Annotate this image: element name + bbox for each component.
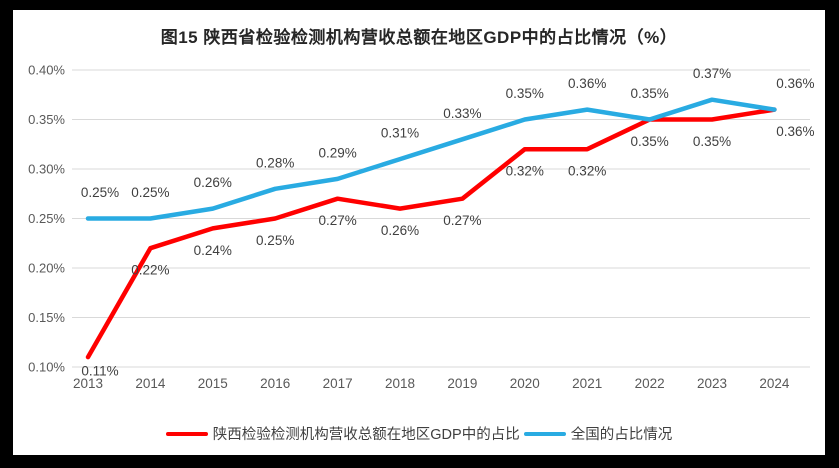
line-chart: 0.10% 0.15% 0.20% 0.25% 0.30% 0.35% 0.40% 2013 2…: [28, 63, 814, 392]
x-axis-tick-label: 2024: [759, 376, 790, 391]
data-label: 0.28%: [256, 155, 294, 170]
data-label: 0.11%: [81, 364, 118, 379]
data-label: 0.25%: [131, 185, 169, 200]
data-label: 0.25%: [256, 233, 294, 248]
y-axis-tick-label: 0.15%: [28, 310, 65, 325]
data-label: 0.26%: [194, 175, 232, 190]
legend-line-swatch-red: [165, 431, 208, 436]
x-axis-tick-label: 2013: [73, 376, 103, 391]
legend: 陕西检验检测机构营收总额在地区GDP中的占比 全国的占比情况: [13, 423, 825, 444]
y-axis-tick-label: 0.20%: [28, 261, 65, 276]
x-axis-tick-label: 2020: [510, 376, 540, 391]
x-axis-tick-label: 2014: [135, 376, 166, 391]
data-label: 0.35%: [693, 134, 731, 149]
data-label: 0.37%: [693, 66, 731, 81]
x-axis-tick-label: 2018: [385, 376, 415, 391]
data-label: 0.25%: [81, 185, 119, 200]
legend-label-shaanxi: 陕西检验检测机构营收总额在地区GDP中的占比: [212, 427, 520, 443]
legend-item-national: 全国的占比情况: [523, 423, 673, 444]
data-label: 0.22%: [131, 263, 169, 278]
chart-title: 图15 陕西省检验检测机构营收总额在地区GDP中的占比情况（%）: [160, 28, 678, 47]
data-label: 0.27%: [443, 213, 481, 228]
data-label: 0.36%: [568, 76, 606, 91]
legend-line-swatch-blue: [523, 431, 566, 436]
x-axis-tick-label: 2017: [323, 376, 353, 391]
data-label: 0.31%: [381, 126, 419, 141]
data-label: 0.32%: [506, 164, 544, 179]
legend-label-national: 全国的占比情况: [570, 427, 673, 443]
x-axis-tick-label: 2022: [635, 376, 665, 391]
data-label: 0.26%: [381, 223, 419, 238]
data-label: 0.36%: [776, 124, 814, 139]
x-axis-tick-label: 2015: [198, 376, 228, 391]
data-label: 0.35%: [630, 134, 668, 149]
y-axis-tick-label: 0.25%: [28, 211, 65, 226]
y-axis-tick-label: 0.30%: [28, 162, 65, 177]
series-line-0: [85, 107, 777, 360]
data-label: 0.29%: [318, 145, 356, 160]
series-line-1: [85, 97, 777, 221]
y-axis-tick-label: 0.10%: [28, 360, 65, 375]
data-label: 0.35%: [630, 86, 668, 101]
data-label: 0.32%: [568, 164, 606, 179]
data-label: 0.36%: [776, 76, 814, 91]
data-label: 0.33%: [443, 106, 481, 121]
legend-item-shaanxi: 陕西检验检测机构营收总额在地区GDP中的占比: [165, 423, 520, 444]
x-axis-tick-label: 2016: [260, 376, 290, 391]
data-label: 0.27%: [318, 213, 356, 228]
y-axis-tick-label: 0.40%: [28, 63, 65, 78]
y-axis-tick-label: 0.35%: [28, 112, 65, 127]
data-label: 0.24%: [194, 243, 232, 258]
data-label: 0.35%: [506, 86, 544, 101]
x-axis-tick-label: 2021: [572, 376, 602, 391]
x-axis-tick-label: 2023: [697, 376, 727, 391]
x-axis-tick-label: 2019: [447, 376, 477, 391]
chart-panel: 图15 陕西省检验检测机构营收总额在地区GDP中的占比情况（%） 0.10% 0.…: [13, 10, 825, 455]
